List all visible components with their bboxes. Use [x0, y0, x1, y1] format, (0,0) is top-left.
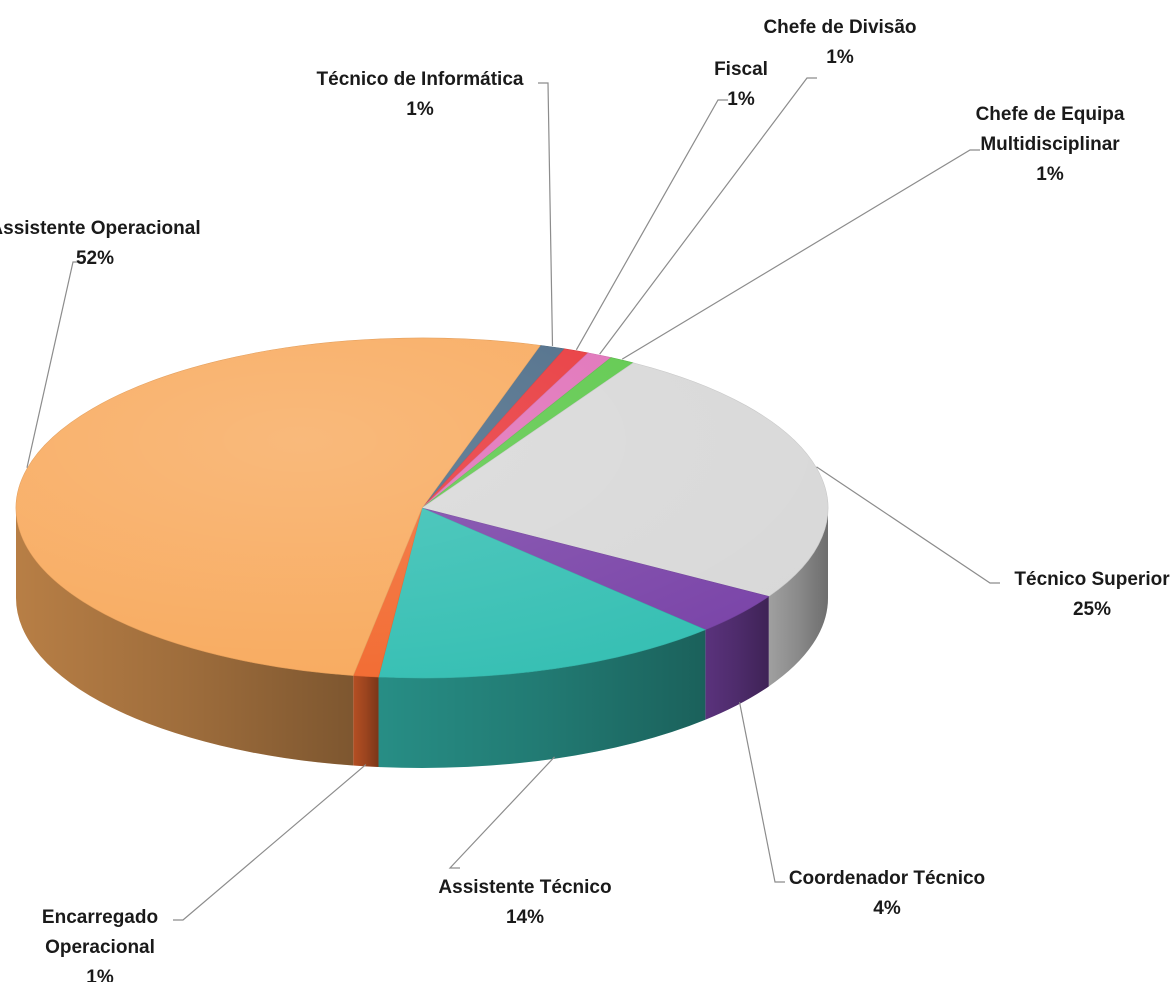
- slice-name: Assistente Técnico: [438, 877, 611, 898]
- slice-label-assistente-operacional: Assistente Operacional 52%: [0, 218, 201, 269]
- slice-percent: 25%: [1073, 599, 1111, 620]
- slice-name: Técnico Superior: [1014, 569, 1170, 590]
- slice-name: Coordenador Técnico: [789, 868, 985, 889]
- slice-labels: Técnico de Informática 1%Fiscal 1%Chefe de…: [0, 17, 1170, 982]
- slice-percent: 1%: [1036, 164, 1064, 185]
- pie-side-shade: [353, 675, 379, 768]
- slice-percent: 1%: [826, 47, 854, 68]
- leader-line-chefe-de-divisao: [599, 77, 817, 355]
- slice-label-fiscal: Fiscal 1%: [714, 59, 768, 110]
- slice-percent: 52%: [76, 248, 114, 269]
- slice-name: Multidisciplinar: [980, 134, 1120, 155]
- slice-percent: 1%: [406, 99, 434, 120]
- pie-side-shade: [16, 508, 354, 766]
- slice-label-tecnico-de-informatica: Técnico de Informática 1%: [317, 69, 524, 120]
- slice-name: Técnico de Informática: [317, 69, 524, 90]
- slice-name: Assistente Operacional: [0, 218, 201, 239]
- leader-line-coordenador-tecnico: [738, 702, 785, 883]
- leader-line-encarregado-operacional: [173, 764, 367, 921]
- slice-label-coordenador-tecnico: Coordenador Técnico 4%: [789, 868, 985, 919]
- leader-line-assistente-operacional: [26, 261, 83, 468]
- slice-label-chefe-de-equipa-multidisciplinar: Chefe de Equipa Multidisciplinar 1%: [976, 104, 1125, 185]
- slice-label-encarregado-operacional: Encarregado Operacional 1%: [42, 907, 158, 982]
- leader-line-tecnico-de-informatica: [538, 82, 554, 347]
- slice-name: Chefe de Divisão: [763, 17, 916, 38]
- slice-name: Fiscal: [714, 59, 768, 80]
- pie-sides: [16, 508, 828, 768]
- leader-line-fiscal: [575, 99, 728, 351]
- leader-line-chefe-de-equipa-multidisciplinar: [621, 149, 980, 360]
- slice-label-tecnico-superior: Técnico Superior 25%: [1014, 569, 1170, 620]
- slice-percent: 14%: [506, 907, 544, 928]
- pie-side-shade: [378, 629, 706, 768]
- leader-line-tecnico-superior: [816, 466, 1000, 584]
- pie-top-gloss: [16, 338, 828, 678]
- pie-tops: [15, 337, 829, 679]
- slice-percent: 4%: [873, 898, 901, 919]
- slice-name: Chefe de Equipa: [976, 104, 1125, 125]
- slice-percent: 1%: [727, 89, 755, 110]
- pie-side-shade: [768, 508, 828, 687]
- slice-label-chefe-de-divisao: Chefe de Divisão 1%: [763, 17, 916, 68]
- slice-label-assistente-tecnico: Assistente Técnico 14%: [438, 877, 611, 928]
- slice-percent: 1%: [86, 967, 114, 982]
- leader-lines: [26, 77, 1000, 921]
- slice-name: Operacional: [45, 937, 155, 958]
- leader-line-assistente-tecnico: [448, 756, 555, 869]
- pie-side-shade: [705, 596, 769, 720]
- slice-name: Encarregado: [42, 907, 158, 928]
